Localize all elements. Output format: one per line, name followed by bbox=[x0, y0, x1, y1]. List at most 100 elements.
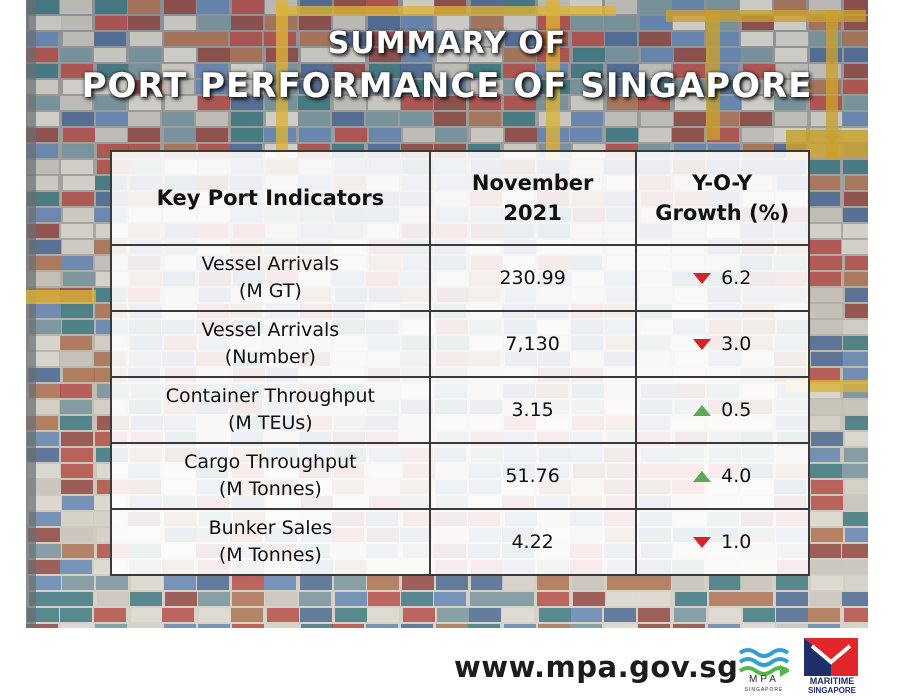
shipping-container bbox=[165, 592, 197, 606]
shipping-container bbox=[61, 528, 93, 542]
shipping-container bbox=[29, 544, 61, 558]
shipping-container bbox=[367, 32, 399, 46]
shipping-container bbox=[128, 0, 160, 14]
mpa-logo-text: MPA bbox=[749, 674, 779, 685]
indicator-name: Vessel Arrivals bbox=[201, 253, 340, 275]
shipping-container bbox=[640, 80, 672, 94]
shipping-container bbox=[61, 448, 93, 462]
maritime-singapore-logo-icon bbox=[804, 638, 858, 676]
shipping-container bbox=[503, 80, 535, 94]
shipping-container bbox=[743, 608, 775, 622]
down-arrow-icon bbox=[693, 272, 712, 284]
shipping-container bbox=[299, 16, 331, 30]
shipping-container bbox=[571, 112, 603, 126]
indicator-cell: Container Throughput (M TEUs) bbox=[110, 376, 431, 444]
shipping-container bbox=[504, 16, 536, 30]
shipping-container bbox=[843, 160, 868, 174]
shipping-container bbox=[470, 592, 502, 606]
shipping-container bbox=[639, 576, 671, 590]
shipping-container bbox=[810, 592, 842, 606]
shipping-container bbox=[29, 208, 61, 222]
shipping-container bbox=[435, 128, 467, 142]
shipping-container bbox=[60, 16, 92, 30]
shipping-container bbox=[265, 592, 297, 606]
growth-value: 1.0 bbox=[721, 530, 752, 553]
shipping-container bbox=[97, 64, 129, 78]
indicator-name: Container Throughput bbox=[165, 385, 375, 407]
shipping-container bbox=[845, 256, 868, 270]
shipping-container bbox=[299, 80, 331, 94]
up-arrow-icon bbox=[693, 404, 712, 416]
shipping-container bbox=[810, 208, 842, 222]
shipping-container bbox=[673, 624, 705, 628]
shipping-container bbox=[808, 448, 840, 462]
shipping-container bbox=[573, 592, 605, 606]
shipping-container bbox=[29, 336, 61, 350]
shipping-container bbox=[63, 32, 95, 46]
shipping-container bbox=[197, 0, 229, 14]
shipping-container bbox=[128, 16, 160, 30]
shipping-container bbox=[843, 208, 868, 222]
shipping-container bbox=[334, 96, 366, 110]
shipping-container bbox=[673, 64, 705, 78]
shipping-container bbox=[232, 592, 264, 606]
shipping-container bbox=[301, 624, 333, 628]
shipping-container bbox=[264, 576, 296, 590]
shipping-container bbox=[606, 48, 638, 62]
indicator-unit: (Number) bbox=[224, 346, 316, 368]
shipping-container bbox=[774, 96, 806, 110]
shipping-container bbox=[60, 416, 92, 430]
website-link[interactable]: www.mpa.gov.sg bbox=[454, 650, 739, 684]
shipping-container bbox=[844, 608, 868, 622]
shipping-container bbox=[401, 624, 433, 628]
shipping-container bbox=[334, 576, 366, 590]
value-cell: 51.76 bbox=[428, 442, 637, 510]
shipping-container bbox=[61, 432, 93, 446]
shipping-container bbox=[639, 128, 671, 142]
shipping-container bbox=[604, 16, 636, 30]
shipping-container bbox=[97, 592, 129, 606]
shipping-container bbox=[810, 304, 842, 318]
header-period-line1: November bbox=[471, 171, 594, 195]
shipping-container bbox=[301, 64, 333, 78]
shipping-container bbox=[61, 480, 93, 494]
shipping-container bbox=[437, 608, 469, 622]
mpa-logo-subtext: SINGAPORE bbox=[744, 687, 784, 693]
shipping-container bbox=[164, 624, 196, 628]
shipping-container bbox=[607, 592, 639, 606]
shipping-container bbox=[198, 96, 230, 110]
shipping-container bbox=[61, 464, 93, 478]
shipping-container bbox=[672, 32, 704, 46]
shipping-container bbox=[808, 192, 840, 206]
shipping-container bbox=[63, 272, 95, 286]
shipping-container bbox=[740, 112, 772, 126]
shipping-container bbox=[335, 592, 367, 606]
shipping-container bbox=[471, 80, 503, 94]
shipping-container bbox=[845, 528, 868, 542]
shipping-container bbox=[128, 64, 160, 78]
shipping-container bbox=[333, 16, 365, 30]
indicator-cell: Bunker Sales (M Tonnes) bbox=[110, 508, 431, 576]
shipping-container bbox=[94, 608, 126, 622]
shipping-container bbox=[842, 592, 868, 606]
shipping-container bbox=[674, 80, 706, 94]
shipping-container bbox=[60, 400, 92, 414]
shipping-container bbox=[638, 96, 670, 110]
shipping-container bbox=[570, 80, 602, 94]
shipping-container bbox=[638, 624, 670, 628]
shipping-container bbox=[63, 208, 95, 222]
shipping-container bbox=[130, 592, 162, 606]
shipping-container bbox=[403, 128, 435, 142]
shipping-container bbox=[29, 480, 61, 494]
maritime-logo-line1: MARITIME bbox=[809, 676, 855, 686]
shipping-container bbox=[436, 624, 468, 628]
shipping-container bbox=[640, 16, 672, 30]
shipping-container bbox=[845, 176, 868, 190]
shipping-container bbox=[164, 32, 196, 46]
growth-cell: 0.5 bbox=[634, 376, 810, 444]
shipping-container bbox=[811, 352, 843, 366]
shipping-container bbox=[843, 512, 868, 526]
shipping-container bbox=[675, 96, 707, 110]
shipping-container bbox=[131, 608, 163, 622]
shipping-container bbox=[742, 96, 774, 110]
